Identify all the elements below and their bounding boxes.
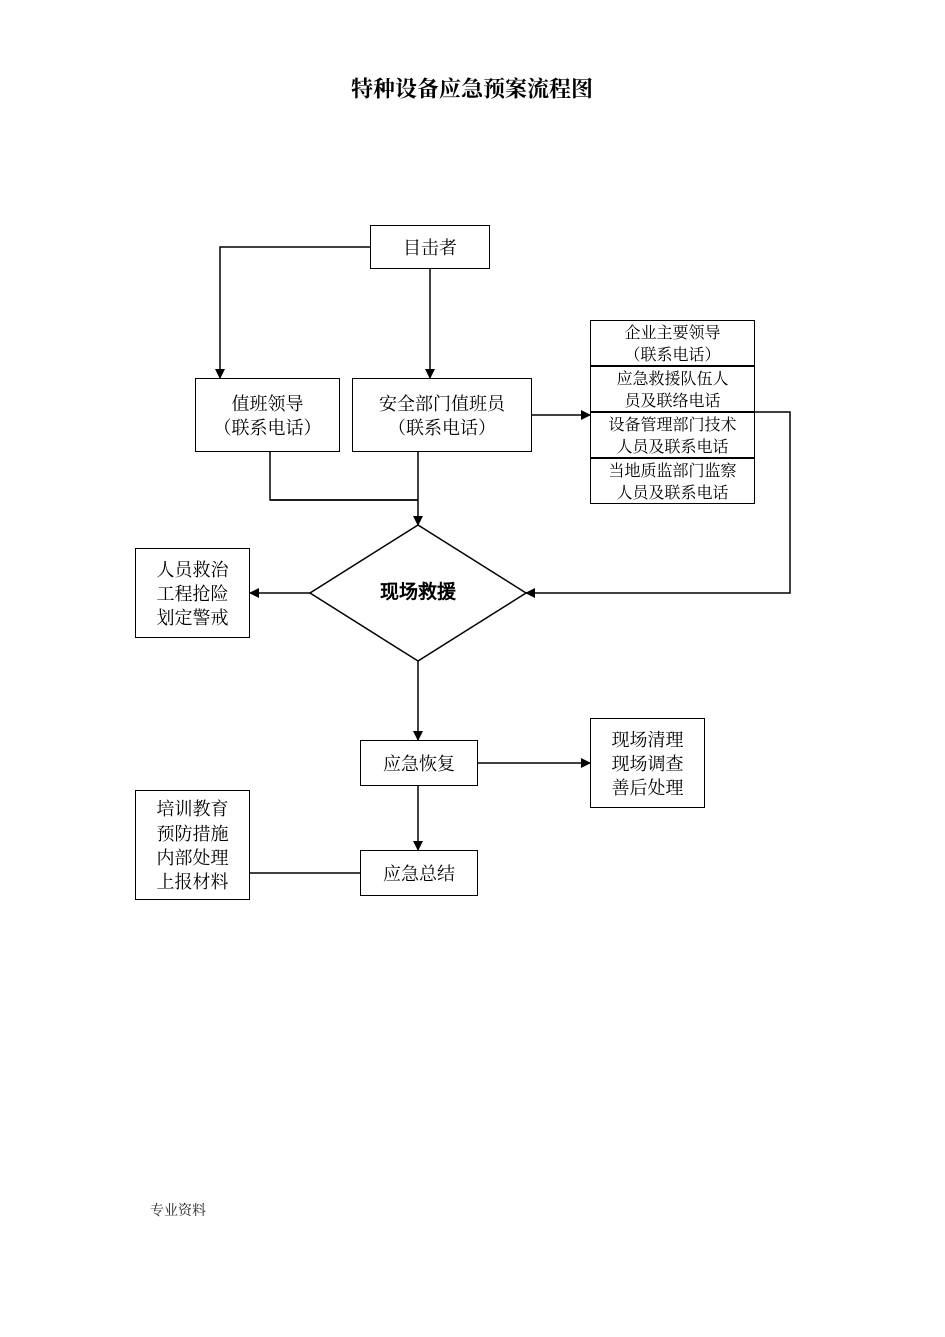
flowchart-canvas: 特种设备应急预案流程图 现场救援 目击者 值班领导（联系电话） 安全部门值班员（… — [0, 0, 945, 1337]
node-contact-supervision: 当地质监部门监察人员及联系电话 — [590, 458, 755, 504]
node-contact-leader: 企业主要领导（联系电话） — [590, 320, 755, 366]
node-summary: 应急总结 — [360, 850, 478, 896]
svg-text:现场救援: 现场救援 — [380, 580, 457, 603]
footer-label: 专业资料 — [150, 1200, 206, 1220]
node-duty-leader: 值班领导（联系电话） — [195, 378, 340, 452]
node-rescue-tasks: 人员救治工程抢险划定警戒 — [135, 548, 250, 638]
node-contact-equipment-tech: 设备管理部门技术人员及联系电话 — [590, 412, 755, 458]
node-recover: 应急恢复 — [360, 740, 478, 786]
node-summary-tasks: 培训教育预防措施内部处理上报材料 — [135, 790, 250, 900]
node-witness: 目击者 — [370, 225, 490, 269]
flowchart-edges: 现场救援 — [0, 0, 945, 1337]
node-recover-tasks: 现场清理现场调查善后处理 — [590, 718, 705, 808]
node-safety-staff: 安全部门值班员（联系电话） — [352, 378, 532, 452]
node-contact-rescue-team: 应急救援队伍人员及联络电话 — [590, 366, 755, 412]
